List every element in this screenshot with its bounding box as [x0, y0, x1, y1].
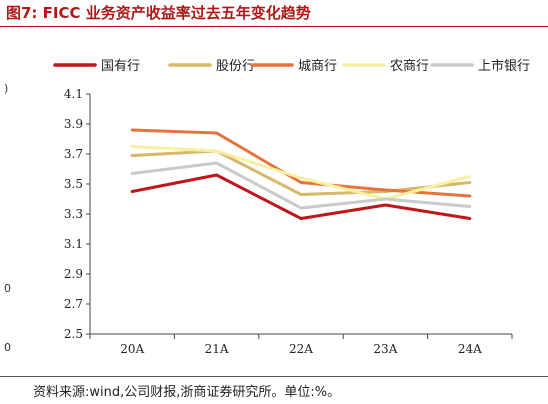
edge-mark: ): [4, 82, 9, 95]
y-tick-label: 4.1: [64, 87, 83, 101]
x-tick-label: 20A: [120, 342, 144, 356]
y-tick-label: 3.3: [64, 207, 83, 221]
series-line: [130, 173, 472, 220]
x-tick-label: 24A: [458, 342, 482, 356]
y-tick-label: 2.7: [64, 297, 83, 311]
series-line: [130, 161, 472, 210]
y-tick-label: 2.5: [64, 327, 83, 341]
edge-mark: 0: [4, 341, 11, 354]
y-axis: 2.5 2.7 2.9 3.1 3.3 3.5 3.7 3.9 4.1: [64, 87, 91, 341]
y-tick-label: 3.7: [64, 147, 83, 161]
series-line: [130, 149, 472, 196]
plot-lines: [130, 128, 472, 220]
x-tick-label: 21A: [205, 342, 229, 356]
x-tick-label: 23A: [373, 342, 397, 356]
source-rule: [0, 376, 548, 377]
y-tick-label: 3.9: [64, 117, 83, 131]
legend-label: 城商行: [298, 59, 337, 74]
y-tick-label: 3.5: [64, 177, 83, 191]
title-rule: [0, 26, 548, 27]
legend-label: 上市银行: [478, 58, 530, 74]
series-line: [130, 145, 472, 201]
legend-label: 股份行: [216, 59, 255, 74]
source-note: 资料来源:wind,公司财报,浙商证券研究所。单位:%。: [33, 385, 341, 400]
edge-mark: 0: [4, 282, 11, 295]
line-chart: 国有行 股份行 城商行 农商行 上市银行 2.5 2.7 2.9 3.1 3.3 3.5 3.7 3.…: [53, 58, 530, 356]
figure-title: 图7: FICC 业务资产收益率过去五年变化趋势: [6, 4, 311, 22]
y-tick-label: 3.1: [64, 237, 83, 251]
legend: 国有行 股份行 城商行 农商行 上市银行: [53, 58, 530, 74]
legend-label: 国有行: [101, 59, 140, 74]
legend-label: 农商行: [390, 59, 429, 74]
y-tick-label: 2.9: [64, 267, 83, 281]
x-axis: 20A 21A 22A 23A 24A: [89, 333, 513, 356]
series-line: [130, 128, 472, 198]
x-tick-label: 22A: [289, 342, 313, 356]
